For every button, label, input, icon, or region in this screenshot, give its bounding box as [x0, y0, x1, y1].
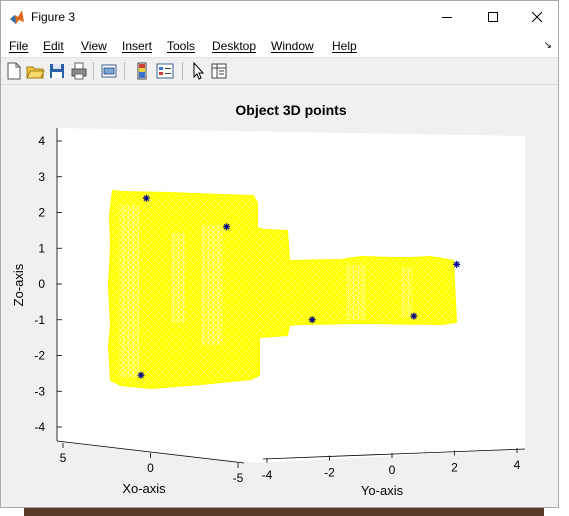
z-tick-label: 2 — [38, 206, 45, 220]
toolbar-separator — [182, 62, 183, 80]
maximize-icon — [488, 12, 498, 22]
z-tick-label: 3 — [38, 170, 45, 184]
y-axis-ticks: -4 -2 0 2 4 — [262, 448, 521, 482]
keypoint-marker — [410, 312, 418, 320]
menu-view[interactable]: View — [81, 39, 107, 53]
save-button[interactable] — [47, 61, 67, 81]
y-tick-label: -2 — [324, 466, 335, 480]
x-tick-label: 5 — [60, 451, 67, 465]
minimize-button[interactable] — [424, 1, 470, 33]
z-tick-label: -3 — [34, 384, 45, 398]
menu-window[interactable]: Window — [271, 39, 314, 53]
pointer-arrow-icon — [193, 61, 205, 80]
point-cloud-dense-band — [201, 225, 223, 345]
print-icon — [71, 62, 87, 80]
y-axis-label: Yo-axis — [361, 483, 404, 498]
window-title: Figure 3 — [31, 10, 76, 24]
z-axis-label: Zo-axis — [11, 263, 26, 306]
y-tick-label: -4 — [262, 468, 273, 482]
menu-insert[interactable]: Insert — [122, 39, 153, 53]
minimize-icon — [442, 17, 452, 18]
menu-desktop[interactable]: Desktop — [212, 39, 257, 53]
keypoint-marker — [142, 194, 150, 202]
menu-tools[interactable]: Tools — [167, 39, 196, 53]
maximize-button[interactable] — [470, 1, 516, 33]
point-cloud-dense-band — [401, 267, 413, 317]
desktop-background — [24, 508, 544, 516]
point-cloud-dense-band — [119, 205, 139, 377]
z-tick-label: 0 — [38, 277, 45, 291]
y-tick-label: 4 — [514, 458, 521, 472]
menu-bar: File Edit View Insert Tools Desktop Wind… — [1, 33, 558, 58]
keypoint-marker — [223, 223, 231, 231]
figure-window: Figure 3 File Edit View Insert Tools Des… — [0, 0, 559, 508]
dock-arrow-icon[interactable]: ↘ — [543, 40, 552, 51]
edit-plot-button[interactable] — [188, 61, 208, 81]
z-tick-label: -1 — [34, 313, 45, 327]
x-tick-label: -5 — [233, 471, 244, 485]
matlab-logo-icon — [10, 10, 24, 24]
menu-file[interactable]: File — [9, 39, 29, 53]
colorbar-icon — [137, 62, 147, 80]
3d-scatter-plot[interactable]: Object 3D points 4 3 2 1 0 -1 -2 -3 -4 5 0 -5 -4 -2… — [1, 85, 558, 507]
link-plot-icon — [101, 64, 117, 78]
keypoint-marker — [453, 260, 461, 268]
x-axis-ticks: 5 0 -5 — [60, 443, 244, 485]
toolbar — [1, 58, 558, 85]
y-tick-label: 2 — [451, 461, 458, 475]
link-plot-button[interactable] — [99, 61, 119, 81]
toolbar-separator — [124, 62, 125, 80]
keypoint-marker — [308, 316, 316, 324]
title-bar: Figure 3 — [1, 1, 558, 33]
chart-title: Object 3D points — [235, 102, 346, 118]
x-tick-label: 0 — [147, 461, 154, 475]
insert-colorbar-button[interactable] — [132, 61, 152, 81]
y-tick-label: 0 — [389, 463, 396, 477]
insert-legend-button[interactable] — [155, 61, 175, 81]
save-icon — [50, 64, 64, 78]
y-axis-line — [262, 448, 526, 460]
property-inspector-icon — [211, 63, 227, 79]
new-figure-button[interactable] — [4, 61, 24, 81]
point-cloud-body — [107, 189, 458, 390]
z-tick-label: 1 — [38, 241, 45, 255]
z-tick-label: 4 — [38, 134, 45, 148]
open-folder-icon — [26, 66, 45, 79]
x-axis-line — [56, 440, 245, 464]
figure-canvas: Object 3D points 4 3 2 1 0 -1 -2 -3 -4 5 0 -5 -4 -2… — [1, 85, 558, 507]
point-cloud-dense-band — [171, 233, 185, 323]
close-button[interactable] — [514, 1, 560, 33]
z-tick-label: -4 — [34, 420, 45, 434]
x-axis-label: Xo-axis — [122, 481, 166, 496]
menu-help[interactable]: Help — [332, 39, 357, 53]
point-cloud-dense-band — [346, 265, 366, 320]
toolbar-separator — [93, 62, 94, 80]
legend-icon — [156, 63, 174, 79]
z-tick-label: -2 — [34, 349, 45, 363]
keypoint-markers — [137, 194, 461, 379]
open-file-button[interactable] — [25, 61, 45, 81]
close-icon — [531, 11, 543, 23]
point-cloud — [107, 189, 458, 390]
new-file-icon — [7, 62, 21, 80]
property-inspector-button[interactable] — [209, 61, 229, 81]
keypoint-marker — [137, 371, 145, 379]
print-button[interactable] — [69, 61, 89, 81]
z-axis-ticks: 4 3 2 1 0 -1 -2 -3 -4 — [34, 134, 62, 434]
menu-edit[interactable]: Edit — [43, 39, 64, 53]
